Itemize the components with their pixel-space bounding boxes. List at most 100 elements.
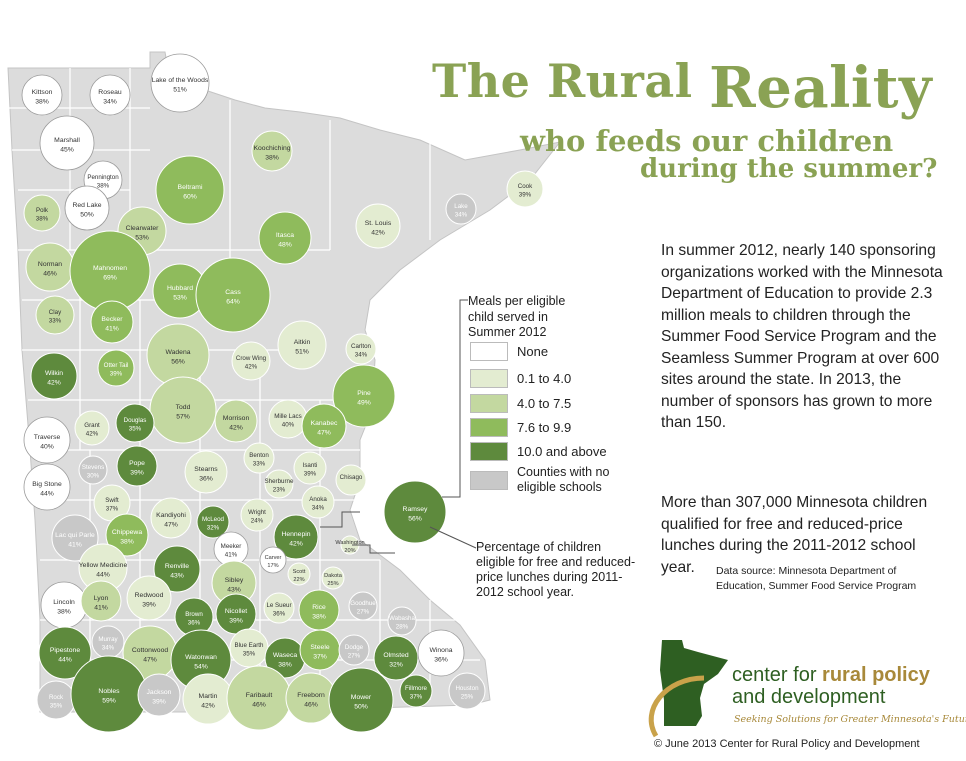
county-carlton: Carlton 34% — [345, 333, 377, 365]
county-aitkin: Aitkin 51% — [277, 320, 327, 370]
county-todd: Todd 57% — [149, 376, 217, 444]
county-name: Morrison — [223, 415, 250, 422]
county-name: Chisago — [340, 474, 363, 481]
county-name: Fillmore — [405, 685, 428, 692]
county-name: Marshall — [54, 137, 80, 144]
county-pct: 46% — [252, 701, 266, 708]
county-murray: Murray 34% — [91, 625, 125, 659]
county-lyon: Lyon 41% — [80, 580, 122, 622]
county-dakota: Dakota 25% — [321, 566, 345, 590]
county-pct: 27% — [357, 609, 370, 616]
county-pine: Pine 49% — [332, 364, 396, 428]
county-st-louis: St. Louis 42% — [355, 203, 401, 249]
county-name: Isanti — [303, 462, 318, 469]
county-pct: 27% — [348, 653, 361, 660]
logo-line1: center for rural policy — [732, 664, 930, 686]
county-isanti: Isanti 39% — [293, 451, 327, 485]
county-morrison: Morrison 42% — [214, 399, 258, 443]
county-pct: 34% — [355, 352, 368, 359]
washington-leader — [352, 544, 395, 554]
county-pct: 44% — [58, 656, 72, 663]
county-pct: 50% — [354, 703, 368, 710]
county-pct: 53% — [135, 234, 149, 241]
county-name: Swift — [105, 497, 119, 504]
county-name: Anoka — [309, 496, 327, 503]
county-name: Yellow Medicine — [79, 562, 128, 569]
data-source: Data source: Minnesota Department of Edu… — [716, 565, 917, 592]
county-name: Hennepin — [281, 531, 310, 538]
county-pct: 47% — [143, 656, 157, 663]
county-pct: 41% — [105, 325, 119, 332]
county-name: Lyon — [94, 595, 109, 602]
county-name: Todd — [176, 404, 191, 411]
county-le-sueur: Le Sueur 36% — [263, 592, 295, 624]
county-pct: 36% — [188, 620, 201, 627]
county-bubble — [387, 606, 417, 636]
legend-item: 10.0 and above — [470, 442, 607, 461]
county-bubble — [301, 485, 335, 519]
county-bubble — [137, 673, 181, 717]
legend-item: 0.1 to 4.0 — [470, 369, 571, 388]
county-name: Mille Lacs — [274, 413, 302, 420]
county-bubble — [38, 626, 92, 680]
legend-item: Counties with no eligible schools — [470, 465, 627, 495]
legend-swatch — [470, 418, 508, 437]
county-name: Pipestone — [50, 647, 80, 654]
county-bubble — [155, 155, 225, 225]
county-pope: Pope 39% — [116, 445, 158, 487]
county-name: Clearwater — [126, 225, 160, 232]
county-bubble — [259, 546, 287, 574]
county-pct: 42% — [47, 379, 61, 386]
county-bubble — [214, 399, 258, 443]
county-wilkin: Wilkin 42% — [30, 352, 78, 400]
county-traverse: Traverse 40% — [23, 416, 71, 464]
county-bubble — [150, 497, 192, 539]
county-name: Carlton — [351, 343, 372, 350]
county-pct: 44% — [96, 571, 110, 578]
county-dodge: Dodge 27% — [338, 634, 370, 666]
cfrpd-logo: center for rural policy and development … — [640, 638, 966, 733]
county-fillmore: Fillmore 37% — [399, 674, 433, 708]
county-pct: 24% — [251, 518, 264, 525]
stat-paragraph: More than 307,000 Minnesota children qua… — [661, 494, 928, 576]
county-bubble — [277, 320, 327, 370]
county-bubble — [126, 575, 172, 621]
county-name: Lake — [454, 203, 468, 210]
county-pct: 46% — [43, 270, 57, 277]
county-blue-earth: Blue Earth 35% — [229, 628, 269, 668]
county-name: Meeker — [221, 543, 242, 550]
county-name: Norman — [38, 261, 62, 268]
county-name: Kittson — [32, 89, 53, 96]
county-bubble — [332, 364, 396, 428]
county-pct: 38% — [120, 538, 134, 545]
county-bubble — [150, 53, 210, 113]
title-main: The Rural Reality — [432, 54, 933, 121]
county-name: Wabasha — [389, 615, 415, 622]
county-otter-tail: Otter Tail 39% — [97, 349, 135, 387]
county-name: Koochiching — [253, 145, 290, 152]
title-sub1: who feeds our children — [520, 124, 894, 158]
county-pipestone: Pipestone 44% — [38, 626, 92, 680]
county-name: Kandiyohi — [156, 512, 186, 519]
county-name: Mahnomen — [93, 265, 127, 272]
county-name: Big Stone — [32, 481, 62, 488]
county-mower: Mower 50% — [328, 667, 394, 733]
county-name: Rice — [312, 604, 326, 611]
county-name: Pennington — [87, 174, 119, 181]
county-name: Renville — [165, 563, 189, 570]
county-pct: 53% — [173, 294, 187, 301]
county-pct: 39% — [110, 371, 123, 378]
county-bubble — [264, 469, 294, 499]
county-name: Faribault — [246, 692, 273, 699]
county-bubble — [263, 592, 295, 624]
county-anoka: Anoka 34% — [301, 485, 335, 519]
county-pct: 35% — [129, 426, 142, 433]
county-name: Itasca — [276, 232, 294, 239]
legend-swatch — [470, 394, 508, 413]
county-bubble — [355, 203, 401, 249]
county-pct: 30% — [87, 473, 100, 480]
county-pct: 43% — [170, 572, 184, 579]
county-pct: 37% — [106, 506, 119, 513]
county-pct: 41% — [94, 604, 108, 611]
county-name: Blue Earth — [235, 642, 264, 649]
